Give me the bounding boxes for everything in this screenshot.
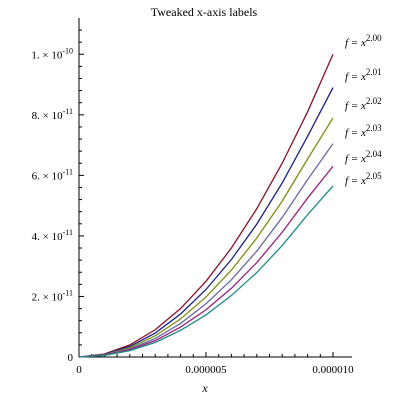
- legend: f = x2.00 f = x2.01 f = x2.02 f = x2.03 f = …: [345, 33, 382, 187]
- legend-label-2.02: f = x2.02: [345, 96, 382, 112]
- y-tick-label: 1. × 10-10: [31, 46, 73, 61]
- series-line-2.05: [78, 185, 334, 358]
- y-tick-label: 0: [68, 352, 74, 364]
- legend-label-2.05: f = x2.05: [345, 171, 382, 187]
- y-tick-label: 2. × 10-11: [32, 288, 73, 303]
- x-tick-label: 0: [76, 364, 82, 376]
- legend-label-2.01: f = x2.01: [345, 67, 382, 83]
- series-lines: [78, 54, 334, 358]
- series-line-2.03: [78, 143, 334, 358]
- legend-label-2.00: f = x2.00: [345, 33, 382, 49]
- legend-label-2.04: f = x2.04: [345, 149, 382, 165]
- y-axis-ticks: 0 2. × 10-11 4. × 10-11 6. × 10-11 8. × 10-1…: [31, 29, 84, 364]
- y-tick-label: 6. × 10-11: [32, 167, 73, 182]
- axes: [78, 18, 352, 358]
- series-line-2.04: [78, 165, 334, 358]
- x-axis-ticks: 0 0.000005 0.000010: [76, 352, 354, 376]
- y-tick-label: 8. × 10-11: [32, 107, 73, 122]
- x-tick-label: 0.000010: [312, 364, 354, 376]
- series-line-2.00: [78, 54, 334, 358]
- x-axis-label: x: [201, 381, 208, 395]
- series-line-2.02: [78, 117, 334, 358]
- chart-title: Tweaked x-axis labels: [151, 5, 258, 19]
- y-tick-label: 4. × 10-11: [32, 228, 73, 243]
- x-tick-label: 0.000005: [185, 364, 227, 376]
- series-line-2.01: [78, 87, 334, 358]
- legend-label-2.03: f = x2.03: [345, 123, 382, 139]
